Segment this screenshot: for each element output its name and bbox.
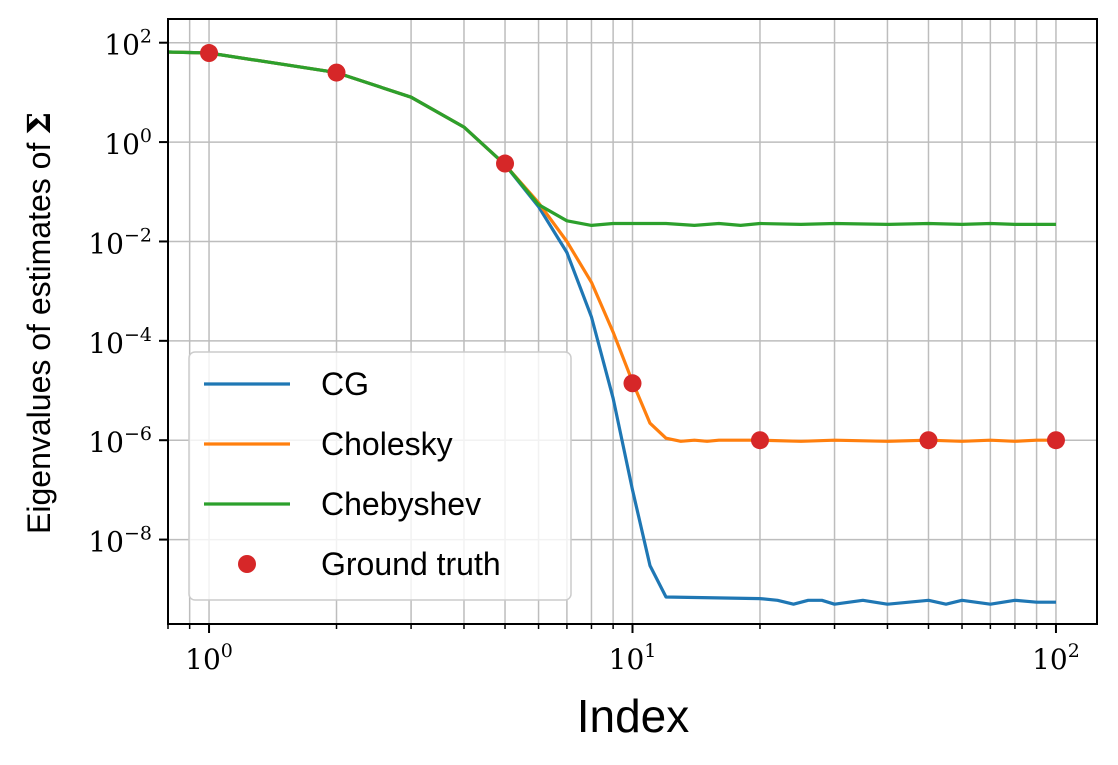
y-axis-label: Eigenvalues of estimates of Σ xyxy=(20,112,58,534)
y-tick-label-exponent: −4 xyxy=(124,324,152,346)
y-tick-label: 100 xyxy=(104,125,152,161)
legend-marker-ground-truth xyxy=(238,555,256,573)
ground-truth-point xyxy=(919,431,938,450)
legend-label: Chebyshev xyxy=(321,486,481,522)
y-axis-label-text: Eigenvalues of estimates of xyxy=(21,143,57,534)
ground-truth-points xyxy=(200,44,1065,450)
y-tick-label-exponent: −2 xyxy=(124,224,152,246)
legend-box xyxy=(188,351,572,601)
x-tick-label-base: 10 xyxy=(1032,643,1068,676)
legend-entries: CG Cholesky Chebyshev Ground truth xyxy=(204,366,501,582)
x-tick-label-base: 10 xyxy=(609,643,645,676)
ground-truth-point xyxy=(200,44,219,63)
y-tick-label-base: 10 xyxy=(104,128,140,161)
y-tick-label-exponent: −8 xyxy=(124,523,152,545)
y-tick-label: 10−4 xyxy=(88,324,152,360)
x-tick-label: 101 xyxy=(609,640,657,676)
x-tick-label-exponent: 2 xyxy=(1068,640,1080,662)
y-tick-label: 10−2 xyxy=(88,224,152,260)
ground-truth-point xyxy=(496,154,515,173)
legend-label: Ground truth xyxy=(321,546,501,582)
y-tick-label-base: 10 xyxy=(88,327,124,360)
series-line-chebyshev xyxy=(167,50,1056,227)
legend: CG Cholesky Chebyshev Ground truth xyxy=(188,351,572,601)
y-tick-label-base: 10 xyxy=(88,426,124,459)
y-tick-label: 10−6 xyxy=(88,423,152,459)
x-tick-label: 102 xyxy=(1032,640,1080,676)
x-tick-label-base: 10 xyxy=(185,643,221,676)
ground-truth-point xyxy=(750,431,769,450)
axes xyxy=(159,18,1098,633)
ground-truth-point xyxy=(623,374,642,393)
y-tick-label-base: 10 xyxy=(104,29,140,62)
ground-truth-point xyxy=(327,63,346,82)
series-lines xyxy=(167,50,1056,606)
y-tick-label-exponent: −6 xyxy=(124,423,152,445)
y-tick-label-exponent: 2 xyxy=(140,26,152,48)
ground-truth-point xyxy=(1046,431,1065,450)
x-tick-label: 100 xyxy=(185,640,233,676)
legend-label: Cholesky xyxy=(321,426,453,462)
legend-label: CG xyxy=(321,366,369,402)
y-tick-label: 102 xyxy=(104,26,152,62)
y-tick-label: 10−8 xyxy=(88,523,152,559)
x-tick-label-exponent: 1 xyxy=(644,640,656,662)
y-tick-label-base: 10 xyxy=(88,526,124,559)
y-tick-label-exponent: 0 xyxy=(140,125,152,147)
y-axis-label-symbol: Σ xyxy=(20,112,58,135)
x-tick-label-exponent: 0 xyxy=(221,640,233,662)
x-axis-label: Index xyxy=(577,690,690,742)
y-tick-label-base: 10 xyxy=(88,227,124,260)
